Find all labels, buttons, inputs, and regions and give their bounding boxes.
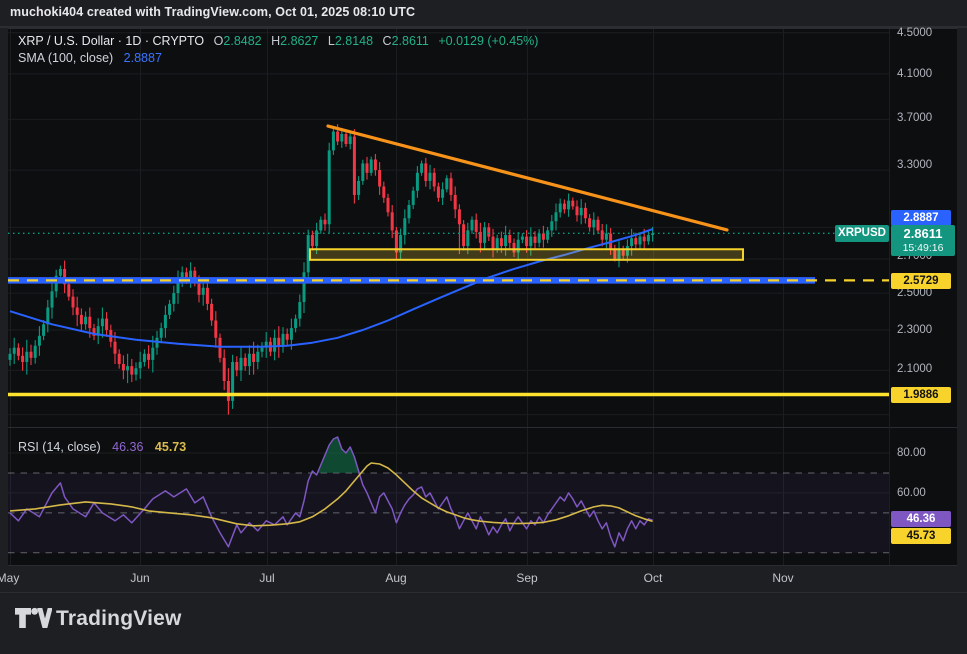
bar-countdown: 15:49:16 (902, 242, 944, 254)
attribution-text: muchoki404 created with TradingView.com,… (10, 5, 416, 19)
axis-tick-label: 3.3000 (897, 159, 933, 171)
time-axis-month-label: Aug (385, 571, 407, 585)
yellow-level-badge: 1.9886 (891, 387, 951, 403)
change-value: +0.0129 (+0.45%) (438, 34, 539, 48)
time-axis-month-label: Jun (130, 571, 150, 585)
open-value: 2.8482 (223, 34, 262, 48)
time-axis-month-label: Oct (643, 571, 663, 585)
tradingview-brand-text[interactable]: TradingView (56, 607, 182, 630)
symbol-price-flag: XRPUSD (835, 225, 889, 242)
rsi-ma-value: 45.73 (154, 440, 187, 454)
axis-tick-label: 2.1000 (897, 363, 933, 375)
low-value: 2.8148 (334, 34, 374, 48)
time-axis-month-label: Sep (516, 571, 538, 585)
axis-tick-label: 60.00 (897, 487, 926, 499)
last-price-value: 2.8611 (903, 226, 943, 241)
rsi-legend[interactable]: RSI (14, close) 46.36 45.73 (18, 440, 186, 454)
close-label: C (382, 34, 392, 48)
last-price-badge: 2.8611 15:49:16 (891, 225, 955, 256)
rsi-value-badge: 46.36 (891, 511, 951, 527)
close-value: 2.8611 (391, 34, 429, 48)
symbol-legend[interactable]: XRP / U.S. Dollar · 1D · CRYPTO O2.8482 … (18, 34, 538, 48)
axis-tick-label: 80.00 (897, 447, 926, 459)
footer: TradingView (0, 592, 967, 654)
blue-level-badge: 2.5729 (891, 273, 951, 289)
sma-value: 2.8887 (123, 51, 162, 65)
high-label: H (271, 34, 281, 48)
time-axis-month-label: Jul (259, 571, 275, 585)
sma-price-badge: 2.8887 (891, 210, 951, 226)
rsi-label: RSI (14, close) (18, 440, 101, 454)
time-axis-month-label: Nov (772, 571, 794, 585)
sma-label: SMA (100, close) (18, 51, 114, 65)
time-axis-month-label: May (0, 571, 20, 585)
open-label: O (213, 34, 224, 48)
axis-tick-label: 3.7000 (897, 112, 933, 124)
attribution-bar: muchoki404 created with TradingView.com,… (0, 0, 967, 28)
tradingview-logo-icon[interactable] (14, 607, 52, 631)
axis-tick-label: 2.3000 (897, 324, 933, 336)
rsi-value: 46.36 (112, 440, 144, 454)
axis-tick-label: 4.5000 (897, 27, 933, 39)
low-label: L (327, 34, 335, 48)
symbol-title: XRP / U.S. Dollar · 1D · CRYPTO (18, 34, 205, 48)
sma-legend[interactable]: SMA (100, close) 2.8887 (18, 51, 162, 65)
high-value: 2.8627 (280, 34, 319, 48)
axis-tick-label: 4.1000 (897, 68, 933, 80)
axis-tick-label: 2.5000 (897, 287, 933, 299)
rsi-ma-value-badge: 45.73 (891, 528, 951, 544)
